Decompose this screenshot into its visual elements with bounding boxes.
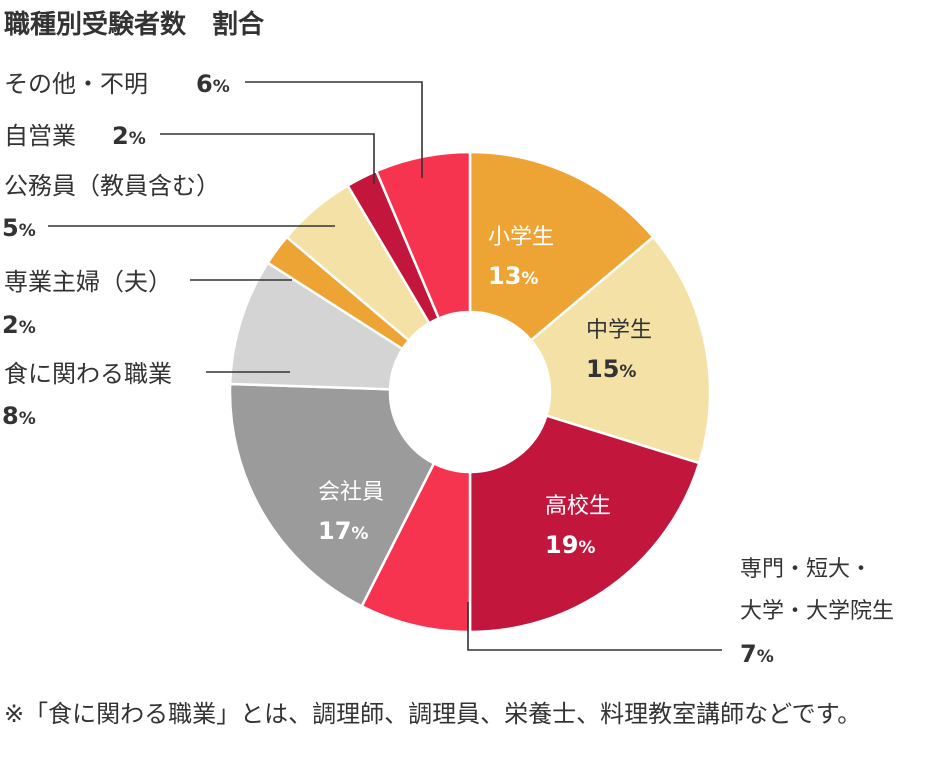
slice-5-value: 8% xyxy=(2,402,36,430)
slice-6-value: 2% xyxy=(2,311,36,339)
slice-4-label: 会社員 xyxy=(318,480,384,505)
slice-0-label: 小学生 xyxy=(488,225,554,250)
slice-7-label: 公務員（教員含む） xyxy=(4,172,220,200)
slice-3-label-line1: 専門・短大・ xyxy=(740,557,872,582)
slice-3-label-line2: 大学・大学院生 xyxy=(740,599,894,624)
slice-0-value: 13% xyxy=(488,262,538,290)
slice-0-wedge xyxy=(468,150,656,343)
slice-6-label: 専業主婦（夫） xyxy=(4,268,172,296)
slice-3-value: 7% xyxy=(740,640,774,668)
slice-1-label: 中学生 xyxy=(586,318,652,343)
slice-1-value: 15% xyxy=(586,355,636,383)
slice-8-leader xyxy=(160,133,375,184)
donut-chart: 小学生 13% 中学生 15% 高校生 19% 会社員 17% その他・不明 6% 自営業 2% 公務員… xyxy=(2,70,894,668)
footnote: ※「食に関わる職業」とは、調理師、調理員、栄養士、料理教室講師などです。 xyxy=(4,700,862,728)
slice-4-value: 17% xyxy=(318,517,368,545)
slice-2-value: 19% xyxy=(545,531,595,559)
slice-9-wedge xyxy=(374,150,472,320)
slice-9-label: その他・不明 xyxy=(4,70,148,98)
slice-9-leader xyxy=(245,81,423,178)
slice-8-label: 自営業 xyxy=(4,122,76,150)
slice-2-wedge xyxy=(468,414,701,634)
slice-9-value: 6% xyxy=(196,70,230,98)
slice-2-label: 高校生 xyxy=(545,494,611,519)
slice-8-value: 2% xyxy=(112,122,146,150)
slice-5-label: 食に関わる職業 xyxy=(4,360,172,388)
slice-3-leader xyxy=(467,602,722,651)
slice-4-wedge xyxy=(228,382,436,608)
slice-1-wedge xyxy=(529,235,712,465)
chart-title: 職種別受験者数 割合 xyxy=(4,10,265,40)
slice-7-value: 5% xyxy=(2,214,36,242)
